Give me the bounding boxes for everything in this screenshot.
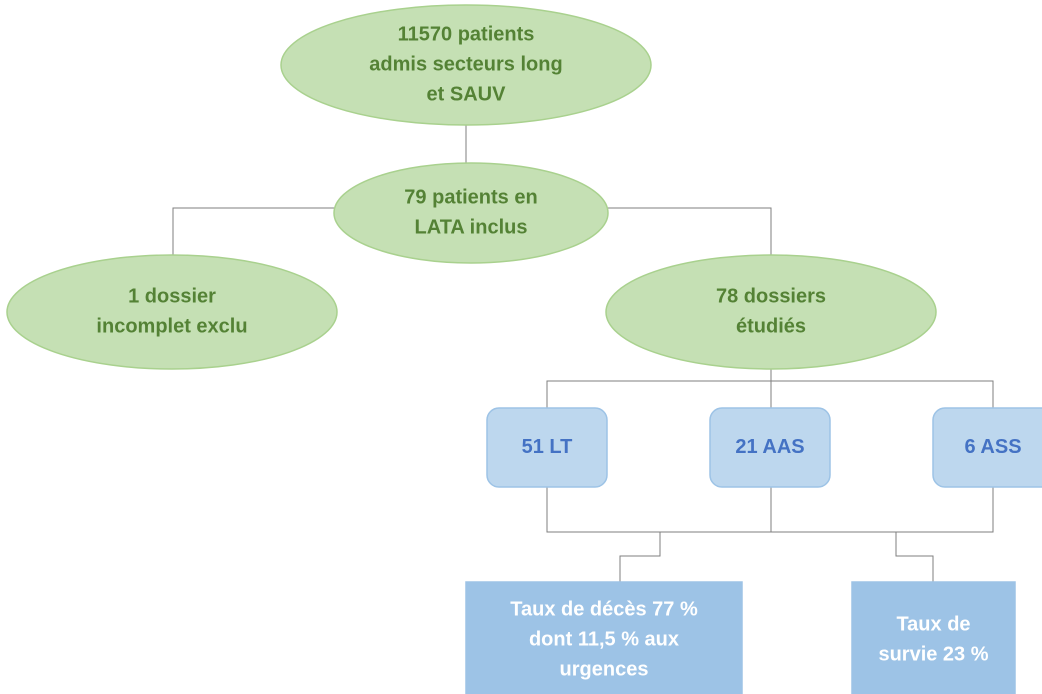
node-label: Taux de décès 77 % (510, 598, 698, 620)
node-label: et SAUV (427, 83, 507, 105)
node-box (709, 407, 831, 488)
node-label: 79 patients en (404, 186, 537, 208)
node-label: 11570 patients (398, 23, 535, 45)
node-label: Taux de (896, 613, 970, 635)
node-label: incomplet exclu (96, 315, 247, 337)
node-ellipse (280, 4, 652, 126)
node-box (465, 581, 743, 694)
node-label: admis secteurs long (369, 53, 562, 75)
node-label: dont 11,5 % aux (529, 628, 679, 650)
node-ellipse (605, 254, 937, 370)
node-box (486, 407, 608, 488)
connector (895, 532, 934, 582)
node-ellipse (6, 254, 338, 370)
node-label: survie 23 % (878, 643, 988, 665)
node-label: 6 ASS (964, 436, 1021, 458)
node-label: 78 dossiers (716, 285, 826, 307)
node-label: 1 dossier (128, 285, 216, 307)
connector (546, 487, 994, 533)
node-label: étudiés (736, 315, 806, 337)
node-label: LATA inclus (415, 216, 528, 238)
node-box (851, 581, 1016, 694)
connectors (172, 125, 994, 582)
node-ellipse (333, 162, 609, 264)
node-label: urgences (560, 658, 649, 680)
connector (546, 380, 994, 408)
connector (619, 532, 661, 582)
node-box (932, 407, 1042, 488)
node-label: 51 LT (522, 436, 573, 458)
node-label: 21 AAS (735, 436, 804, 458)
